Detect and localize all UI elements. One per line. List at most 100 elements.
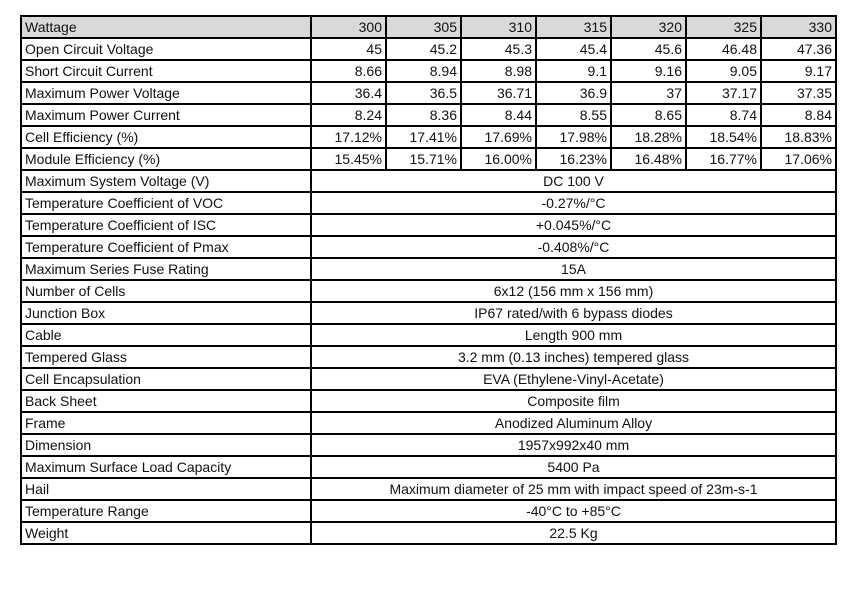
- value-cell: 46.48: [685, 37, 762, 61]
- wattage-cell: 305: [385, 15, 462, 39]
- value-cell: 6x12 (156 mm x 156 mm): [310, 279, 837, 303]
- value-cell: +0.045%/°C: [310, 213, 837, 237]
- wattage-cell: 330: [760, 15, 837, 39]
- table-row: Back Sheet Composite film: [20, 389, 837, 413]
- header-row: Wattage 300 305 310 315 320 325 330: [20, 15, 837, 39]
- wattage-cell: 310: [460, 15, 537, 39]
- value-cell: 8.98: [460, 59, 537, 83]
- value-cell: 37: [610, 81, 687, 105]
- table-row: Maximum System Voltage (V) DC 100 V: [20, 169, 837, 193]
- table-row: Cell Encapsulation EVA (Ethylene-Vinyl-Ac…: [20, 367, 837, 391]
- value-cell: 18.83%: [760, 125, 837, 149]
- value-cell: 8.84: [760, 103, 837, 127]
- table-row: Temperature Coefficient of VOC -0.27%/°C: [20, 191, 837, 215]
- specifications-table: Wattage 300 305 310 315 320 325 330 Open Circuit…: [20, 15, 837, 545]
- value-cell: -0.408%/°C: [310, 235, 837, 259]
- value-cell: 8.44: [460, 103, 537, 127]
- value-cell: 8.55: [535, 103, 612, 127]
- value-cell: 9.05: [685, 59, 762, 83]
- value-cell: 17.98%: [535, 125, 612, 149]
- row-label: Junction Box: [20, 301, 312, 325]
- value-cell: 45.4: [535, 37, 612, 61]
- value-cell: Anodized Aluminum Alloy: [310, 411, 837, 435]
- value-cell: 8.36: [385, 103, 462, 127]
- row-label: Number of Cells: [20, 279, 312, 303]
- row-label: Wattage: [20, 15, 312, 39]
- row-label: Hail: [20, 477, 312, 501]
- value-cell: Length 900 mm: [310, 323, 837, 347]
- row-label: Dimension: [20, 433, 312, 457]
- value-cell: 17.06%: [760, 147, 837, 171]
- value-cell: 18.54%: [685, 125, 762, 149]
- value-cell: 17.12%: [310, 125, 387, 149]
- wattage-cell: 300: [310, 15, 387, 39]
- value-cell: DC 100 V: [310, 169, 837, 193]
- value-cell: 16.77%: [685, 147, 762, 171]
- value-cell: 36.9: [535, 81, 612, 105]
- value-cell: 36.71: [460, 81, 537, 105]
- table-row: Maximum Series Fuse Rating 15A: [20, 257, 837, 281]
- row-label: Maximum System Voltage (V): [20, 169, 312, 193]
- row-label: Temperature Range: [20, 499, 312, 523]
- wattage-cell: 315: [535, 15, 612, 39]
- row-label: Maximum Power Current: [20, 103, 312, 127]
- value-cell: 17.69%: [460, 125, 537, 149]
- value-cell: -0.27%/°C: [310, 191, 837, 215]
- table-row: Temperature Coefficient of ISC +0.045%/°C: [20, 213, 837, 237]
- value-cell: 15.71%: [385, 147, 462, 171]
- value-cell: 1957x992x40 mm: [310, 433, 837, 457]
- table-row: Dimension 1957x992x40 mm: [20, 433, 837, 457]
- table-row: Maximum Surface Load Capacity 5400 Pa: [20, 455, 837, 479]
- table-row: Weight 22.5 Kg: [20, 521, 837, 545]
- value-cell: 22.5 Kg: [310, 521, 837, 545]
- value-cell: Composite film: [310, 389, 837, 413]
- value-cell: 5400 Pa: [310, 455, 837, 479]
- table-row: Frame Anodized Aluminum Alloy: [20, 411, 837, 435]
- value-cell: 9.1: [535, 59, 612, 83]
- value-cell: 45.2: [385, 37, 462, 61]
- value-cell: 3.2 mm (0.13 inches) tempered glass: [310, 345, 837, 369]
- value-cell: 9.17: [760, 59, 837, 83]
- row-label: Temperature Coefficient of VOC: [20, 191, 312, 215]
- row-label: Back Sheet: [20, 389, 312, 413]
- value-cell: IP67 rated/with 6 bypass diodes: [310, 301, 837, 325]
- row-label: Module Efficiency (%): [20, 147, 312, 171]
- row-label: Maximum Surface Load Capacity: [20, 455, 312, 479]
- value-cell: 36.4: [310, 81, 387, 105]
- value-cell: 15A: [310, 257, 837, 281]
- value-cell: Maximum diameter of 25 mm with impact sp…: [310, 477, 837, 501]
- wattage-cell: 325: [685, 15, 762, 39]
- row-label: Tempered Glass: [20, 345, 312, 369]
- table-row: Maximum Power Current 8.24 8.36 8.44 8.55 8.6…: [20, 103, 837, 127]
- table-row: Temperature Coefficient of Pmax -0.408%/°…: [20, 235, 837, 259]
- value-cell: 8.66: [310, 59, 387, 83]
- value-cell: 47.36: [760, 37, 837, 61]
- value-cell: 45: [310, 37, 387, 61]
- table-row: Maximum Power Voltage 36.4 36.5 36.71 36.9 37…: [20, 81, 837, 105]
- table-row: Cable Length 900 mm: [20, 323, 837, 347]
- row-label: Maximum Series Fuse Rating: [20, 257, 312, 281]
- value-cell: EVA (Ethylene-Vinyl-Acetate): [310, 367, 837, 391]
- row-label: Open Circuit Voltage: [20, 37, 312, 61]
- row-label: Temperature Coefficient of Pmax: [20, 235, 312, 259]
- value-cell: 37.35: [760, 81, 837, 105]
- value-cell: 18.28%: [610, 125, 687, 149]
- row-label: Cable: [20, 323, 312, 347]
- value-cell: 8.65: [610, 103, 687, 127]
- value-cell: 37.17: [685, 81, 762, 105]
- value-cell: -40°C to +85°C: [310, 499, 837, 523]
- value-cell: 45.3: [460, 37, 537, 61]
- row-label: Cell Encapsulation: [20, 367, 312, 391]
- value-cell: 9.16: [610, 59, 687, 83]
- value-cell: 15.45%: [310, 147, 387, 171]
- row-label: Frame: [20, 411, 312, 435]
- table-row: Open Circuit Voltage 45 45.2 45.3 45.4 45.6 46…: [20, 37, 837, 61]
- wattage-cell: 320: [610, 15, 687, 39]
- value-cell: 16.00%: [460, 147, 537, 171]
- table-row: Tempered Glass 3.2 mm (0.13 inches) tempe…: [20, 345, 837, 369]
- row-label: Temperature Coefficient of ISC: [20, 213, 312, 237]
- value-cell: 8.24: [310, 103, 387, 127]
- value-cell: 8.94: [385, 59, 462, 83]
- value-cell: 16.48%: [610, 147, 687, 171]
- table-row: Hail Maximum diameter of 25 mm with impac…: [20, 477, 837, 501]
